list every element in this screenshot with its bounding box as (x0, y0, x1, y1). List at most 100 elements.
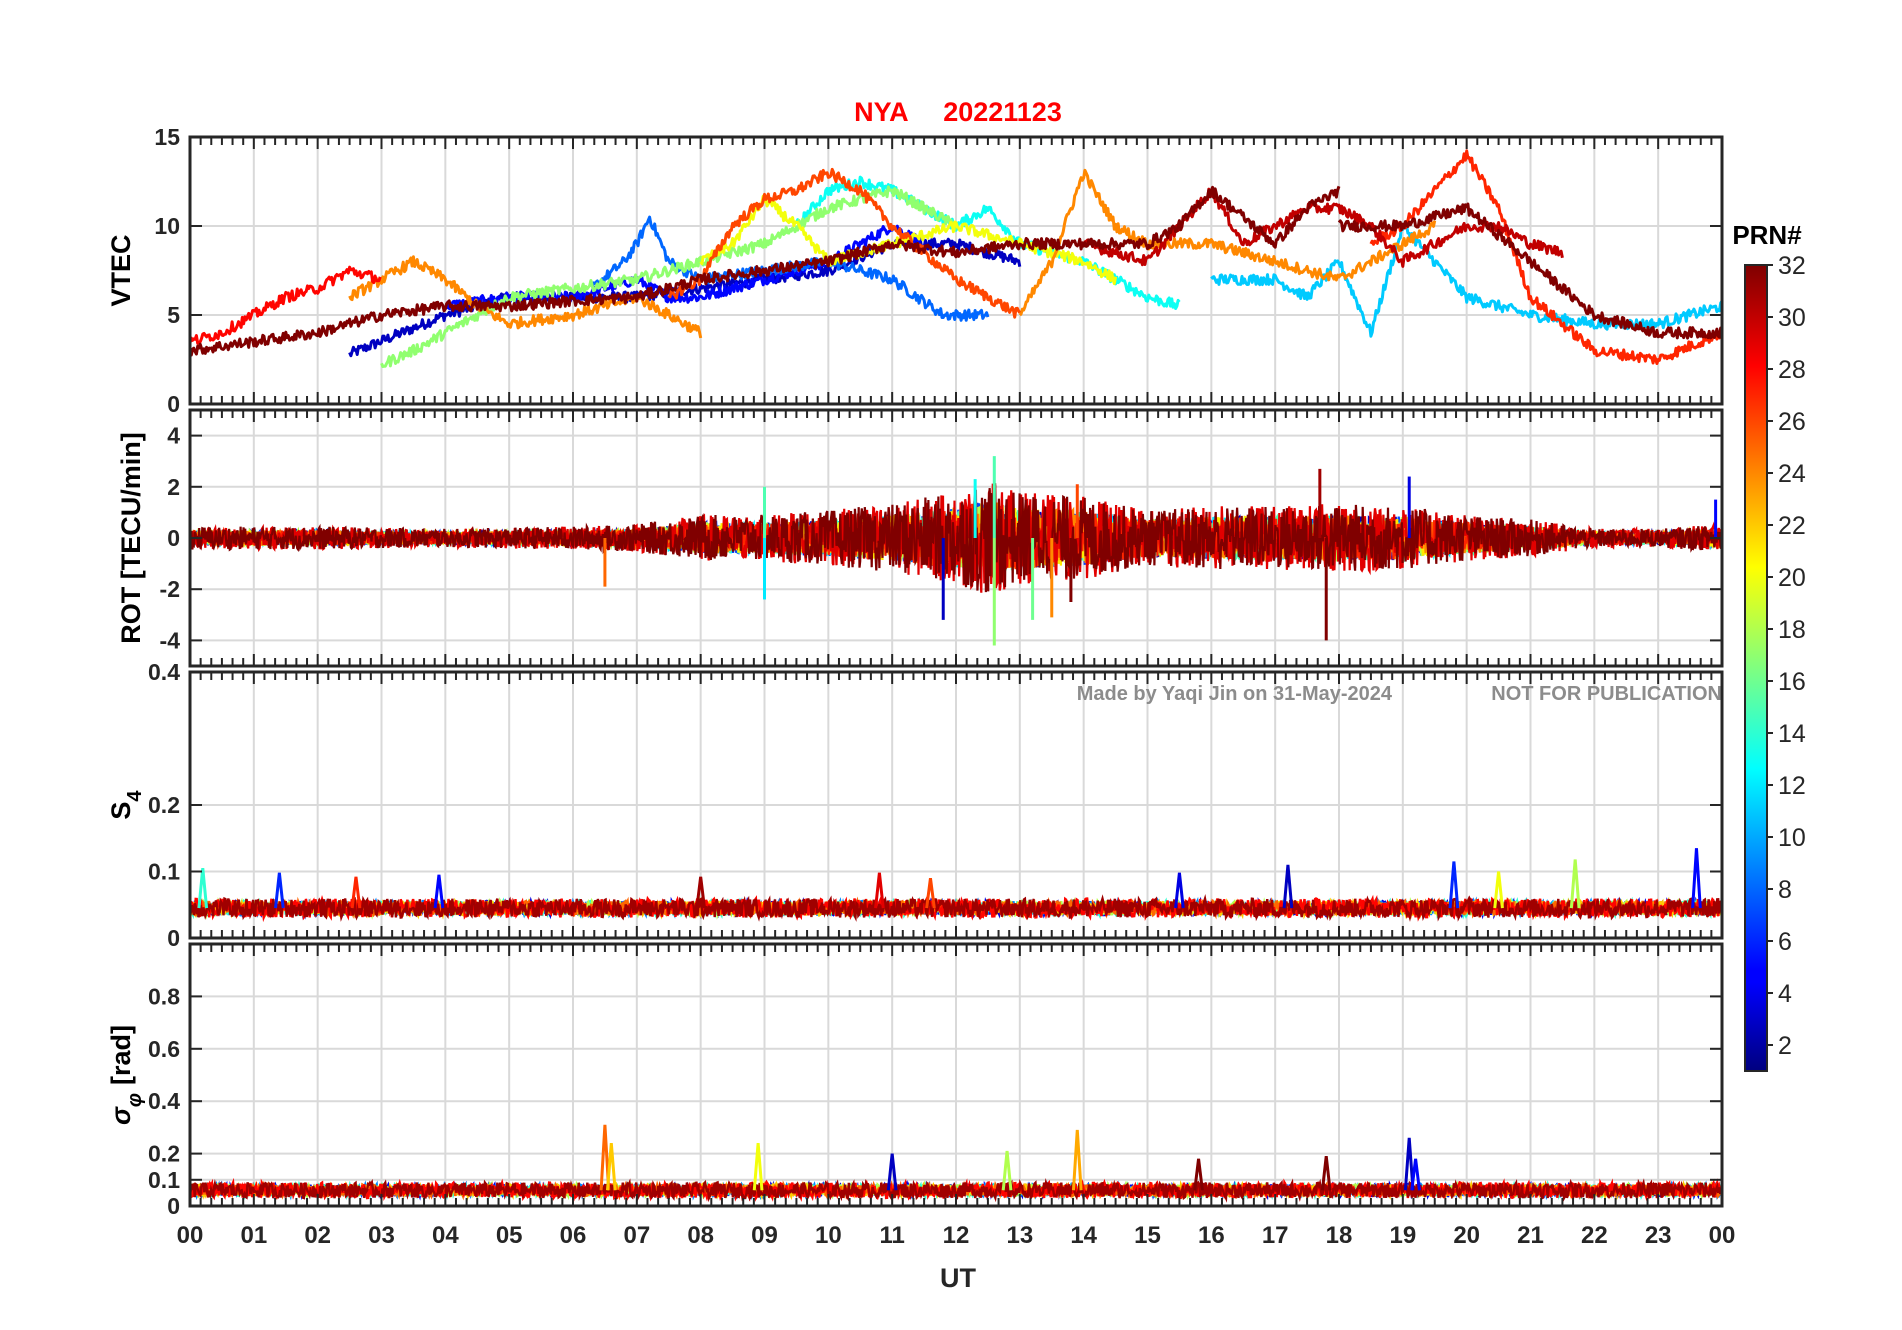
s4-y-axis-label: S4 (106, 790, 146, 820)
x-tick-label: 00 (177, 1222, 204, 1249)
sigma_phi-spike (599, 1124, 611, 1191)
chart-title: NYA 20221123 (854, 97, 1062, 127)
watermark-credit: Made by Yaqi Jin on 31-May-2024 (1077, 683, 1393, 705)
s4-grid (190, 672, 1722, 938)
vtec-y-axis-label: VTEC (106, 234, 136, 306)
x-tick-label: 03 (368, 1222, 395, 1249)
x-tick-label: 00 (1709, 1222, 1736, 1249)
x-tick-label: 01 (240, 1222, 267, 1249)
colorbar-tick-label: 22 (1778, 512, 1806, 540)
s4-spike (1448, 861, 1460, 909)
y-tick-label: 0 (167, 391, 180, 417)
s4-spike (197, 868, 209, 909)
colorbar-tick-label: 20 (1778, 564, 1806, 592)
s4-spike (874, 872, 885, 909)
y-tick-label: 0 (167, 525, 180, 551)
sigma-phi-panel: 00.10.2 0.4 0.6 0.8σφ[rad] (106, 942, 1724, 1219)
y-tick-label: 0.2 (148, 792, 180, 818)
rot-ticks (189, 410, 1723, 666)
vtec-panel: 0 5 10 15 VTEC (106, 124, 1724, 417)
sigma_phi-spike (1403, 1137, 1415, 1191)
colorbar-tick-label: 24 (1778, 460, 1806, 488)
x-tick-label: 04 (432, 1222, 459, 1249)
vtec-series-prn-30 (1082, 187, 1564, 268)
s4-spike (925, 877, 936, 909)
station-name: NYA (854, 97, 908, 127)
colorbar-tick-label: 32 (1778, 252, 1806, 280)
s4-spike (1174, 872, 1185, 909)
y-tick-label: 0.4 (148, 659, 180, 685)
vtec-series-prn-11 (1210, 222, 1722, 338)
x-tick-label: 17 (1262, 1222, 1289, 1249)
colorbar-tick-label: 10 (1778, 824, 1806, 852)
s4-panel: 0 0.1 0.2 0.4 S4 (106, 659, 1724, 951)
vtec-series-prn-32 (1337, 202, 1722, 340)
x-tick-label: 16 (1198, 1222, 1225, 1249)
x-tick-label: 22 (1581, 1222, 1608, 1249)
s4-spike (1493, 871, 1504, 909)
colorbar-label: PRN# (1732, 220, 1802, 250)
y-tick-label: 0 (167, 1193, 180, 1219)
x-tick-label: 18 (1326, 1222, 1353, 1249)
colorbar-gradient (1744, 264, 1768, 1072)
sigma_phi-grid (190, 944, 1722, 1206)
x-tick-label: 08 (687, 1222, 714, 1249)
x-tick-label: 15 (1134, 1222, 1161, 1249)
colorbar-tick-label: 2 (1778, 1032, 1792, 1060)
title-date: 20221123 (943, 97, 1062, 127)
x-tick-label: 23 (1645, 1222, 1672, 1249)
vtec-series-prn-24 (1018, 168, 1437, 317)
x-axis: 00 01 02 03 04 05 06 07 08 09 10 11 12 13 14 15 16 17 18 19… (177, 1222, 1736, 1249)
sigma_phi-spike (752, 1142, 764, 1191)
x-tick-label: 20 (1453, 1222, 1480, 1249)
vtec-series-prn-27 (1369, 149, 1722, 365)
sigma_phi-series-prn-31 (190, 1178, 1722, 1203)
s4-spike (350, 876, 362, 909)
y-tick-label: 0.2 (148, 1141, 180, 1167)
sigma_phi-spike (1001, 1150, 1013, 1191)
colorbar-tick-label: 6 (1778, 928, 1792, 956)
s4-spike (433, 874, 445, 909)
sigma_phi-spike (1410, 1158, 1421, 1191)
colorbar-tick-label: 14 (1778, 720, 1806, 748)
s4-spike (1282, 864, 1294, 909)
vtec-series-prn-32 (190, 185, 1341, 357)
sigma_phi-ticks (189, 944, 1723, 1206)
y-tick-label: 0 (167, 925, 180, 951)
sigma_phi-spike (1193, 1158, 1204, 1191)
colorbar-tick-label: 8 (1778, 876, 1792, 904)
s4-spike (695, 876, 706, 909)
x-axis-label: UT (940, 1263, 976, 1293)
rot-panel: -4 -2 0 2 4 ROT [TECU/min] (116, 408, 1724, 668)
rot-series-prn-32 (190, 483, 1722, 593)
y-tick-label: 0.1 (148, 859, 180, 885)
x-tick-label: 10 (815, 1222, 842, 1249)
x-tick-label: 05 (496, 1222, 523, 1249)
y-tick-label: 2 (167, 474, 180, 500)
x-tick-label: 21 (1517, 1222, 1544, 1249)
s4-series-prn-31 (190, 893, 1722, 922)
sigma_phi-spike (886, 1153, 898, 1191)
sigma_phi-plot-area (190, 1124, 1722, 1203)
x-tick-label: 02 (304, 1222, 331, 1249)
y-tick-label: 4 (167, 423, 180, 449)
x-tick-label: 12 (943, 1222, 970, 1249)
vtec-grid (190, 137, 1722, 404)
x-tick-label: 09 (751, 1222, 778, 1249)
y-tick-label: 5 (167, 302, 180, 328)
s4-plot-area (190, 848, 1722, 923)
watermark-notice: NOT FOR PUBLICATION (1491, 683, 1722, 705)
y-tick-label: 0.6 (148, 1036, 180, 1062)
colorbar-tick-label: 12 (1778, 772, 1806, 800)
vtec-plot-area (190, 149, 1722, 368)
sigma_phi-spike (1320, 1156, 1332, 1191)
vtec-series-prn-26 (667, 167, 1022, 319)
colorbar-tick-label: 18 (1778, 616, 1806, 644)
colorbar-tick-label: 26 (1778, 408, 1806, 436)
colorbar-tick-label: 4 (1778, 980, 1792, 1008)
y-tick-label: 15 (154, 124, 180, 150)
s4-ticks (189, 672, 1723, 938)
x-tick-label: 07 (623, 1222, 650, 1249)
x-tick-label: 13 (1006, 1222, 1033, 1249)
